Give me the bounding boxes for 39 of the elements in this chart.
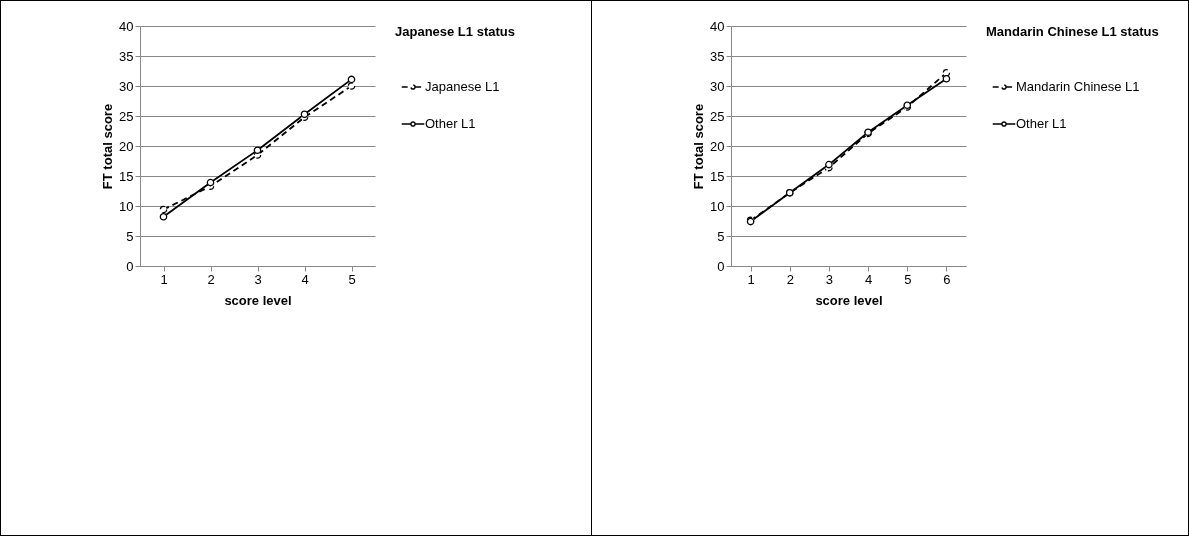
x-tick-label: 2 <box>786 271 794 287</box>
y-tick-label: 40 <box>119 18 134 34</box>
x-tick-label: 3 <box>825 271 834 287</box>
y-tick-label: 20 <box>119 138 134 154</box>
x-tick-label: 1 <box>160 271 168 287</box>
y-tick-label: 30 <box>710 78 725 94</box>
legend-label: Other L1 <box>425 116 476 131</box>
x-axis-title: score level <box>224 292 292 308</box>
y-tick-label: 20 <box>710 138 725 154</box>
y-tick-label: 0 <box>717 258 725 274</box>
y-tick-label: 15 <box>119 168 134 184</box>
y-tick-label: 5 <box>717 228 725 244</box>
legend-label: Other L1 <box>1016 116 1067 131</box>
y-tick-label: 10 <box>710 198 725 214</box>
x-tick-label: 4 <box>301 271 309 287</box>
x-tick-label: 3 <box>254 271 262 287</box>
x-axis-title: score level <box>815 292 883 308</box>
y-tick-label: 10 <box>119 198 134 214</box>
y-tick-label: 25 <box>710 108 725 124</box>
y-axis-title: FT total score <box>100 103 116 190</box>
x-tick-label: 5 <box>904 271 912 287</box>
y-tick-label: 15 <box>710 168 725 184</box>
y-tick-label: 5 <box>126 228 134 244</box>
x-tick-label: 5 <box>348 271 356 287</box>
x-tick-label: 4 <box>864 271 873 287</box>
x-tick-label: 6 <box>943 271 951 287</box>
legend-title: Japanese L1 status <box>395 24 515 39</box>
y-tick-label: 25 <box>119 108 134 124</box>
y-tick-label: 35 <box>710 48 725 64</box>
legend-label: Mandarin Chinese L1 <box>1016 79 1140 94</box>
y-axis-title: FT total score <box>691 103 707 190</box>
legend-title: Mandarin Chinese L1 status <box>986 24 1159 39</box>
y-tick-label: 35 <box>119 48 134 64</box>
y-tick-label: 30 <box>119 78 134 94</box>
y-tick-label: 0 <box>126 258 134 274</box>
y-tick-label: 40 <box>710 18 725 34</box>
legend-label: Japanese L1 <box>425 79 500 94</box>
x-tick-label: 2 <box>207 271 215 287</box>
x-tick-label: 1 <box>747 271 755 287</box>
